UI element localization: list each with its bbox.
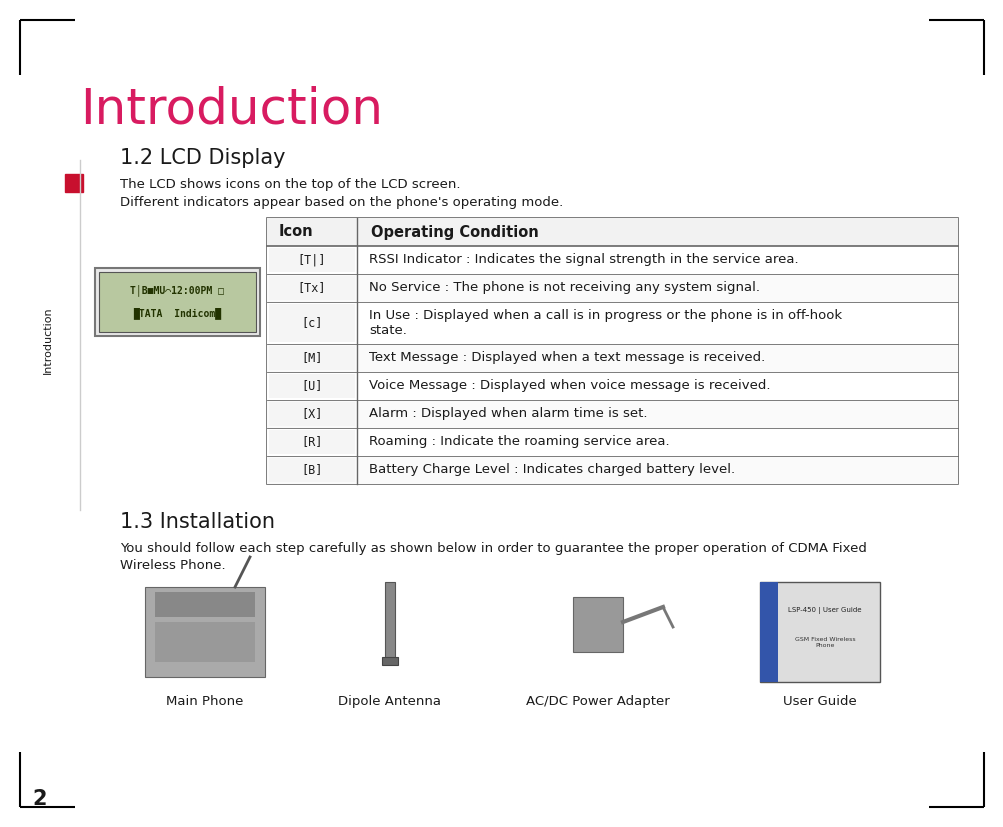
Bar [267,456,957,484]
Bar [384,582,394,662]
Text: 1.2 LCD Display: 1.2 LCD Display [120,148,285,168]
Text: Wireless Phone.: Wireless Phone. [120,559,226,572]
Bar [269,374,355,398]
Text: 1.3 Installation: 1.3 Installation [120,512,275,532]
Text: state.: state. [369,324,406,337]
Bar [154,622,255,662]
Bar [269,430,355,454]
Text: Operating Condition: Operating Condition [371,224,539,240]
Bar [95,268,260,336]
Bar [759,582,777,682]
Text: [R]: [R] [301,436,322,448]
Bar [267,218,957,246]
Bar [267,246,957,274]
Text: Alarm : Displayed when alarm time is set.: Alarm : Displayed when alarm time is set… [369,408,647,420]
Text: In Use : Displayed when a call is in progress or the phone is in off-hook: In Use : Displayed when a call is in pro… [369,309,842,322]
Bar [154,592,255,617]
Bar [269,304,355,342]
Bar [267,372,957,400]
Bar [269,248,355,272]
Text: █TATA  Indicom█: █TATA Indicom█ [133,307,222,319]
Text: 2: 2 [32,789,46,809]
Text: [M]: [M] [301,351,322,365]
Text: [Tx]: [Tx] [298,281,326,294]
Bar [99,272,256,332]
Text: The LCD shows icons on the top of the LCD screen.: The LCD shows icons on the top of the LC… [120,178,460,191]
Bar [759,582,879,682]
Text: [X]: [X] [301,408,322,420]
Text: Introduction: Introduction [80,85,382,133]
Text: GSM Fixed Wireless
Phone: GSM Fixed Wireless Phone [794,637,855,648]
Text: [c]: [c] [301,317,322,329]
Bar [267,274,957,302]
Text: [U]: [U] [301,380,322,393]
Bar [267,428,957,456]
Text: LSP-450 | User Guide: LSP-450 | User Guide [787,607,861,614]
Text: Voice Message : Displayed when voice message is received.: Voice Message : Displayed when voice mes… [369,380,769,393]
Bar [144,587,265,677]
Bar [269,276,355,300]
Text: You should follow each step carefully as shown below in order to guarantee the p: You should follow each step carefully as… [120,542,866,555]
Bar [267,302,957,344]
Bar [381,657,397,665]
Text: Icon: Icon [279,224,313,240]
Bar [65,174,83,192]
Bar [267,344,957,372]
Text: User Guide: User Guide [782,695,856,708]
Text: T│B■MU⌒12:00PM □: T│B■MU⌒12:00PM □ [130,284,225,296]
Bar [269,402,355,426]
Bar [267,400,957,428]
Text: Main Phone: Main Phone [166,695,244,708]
Text: [T|]: [T|] [298,254,326,266]
Text: AC/DC Power Adapter: AC/DC Power Adapter [526,695,669,708]
Text: Different indicators appear based on the phone's operating mode.: Different indicators appear based on the… [120,196,563,209]
Text: Dipole Antenna: Dipole Antenna [338,695,441,708]
Text: Roaming : Indicate the roaming service area.: Roaming : Indicate the roaming service a… [369,436,669,448]
Bar [269,346,355,370]
Text: No Service : The phone is not receiving any system signal.: No Service : The phone is not receiving … [369,281,759,294]
Bar [269,458,355,482]
Bar [267,218,957,484]
Text: Battery Charge Level : Indicates charged battery level.: Battery Charge Level : Indicates charged… [369,463,734,476]
Text: RSSI Indicator : Indicates the signal strength in the service area.: RSSI Indicator : Indicates the signal st… [369,254,797,266]
Text: [B]: [B] [301,463,322,476]
Bar [573,597,623,652]
Text: Introduction: Introduction [43,306,53,374]
Text: Text Message : Displayed when a text message is received.: Text Message : Displayed when a text mes… [369,351,764,365]
